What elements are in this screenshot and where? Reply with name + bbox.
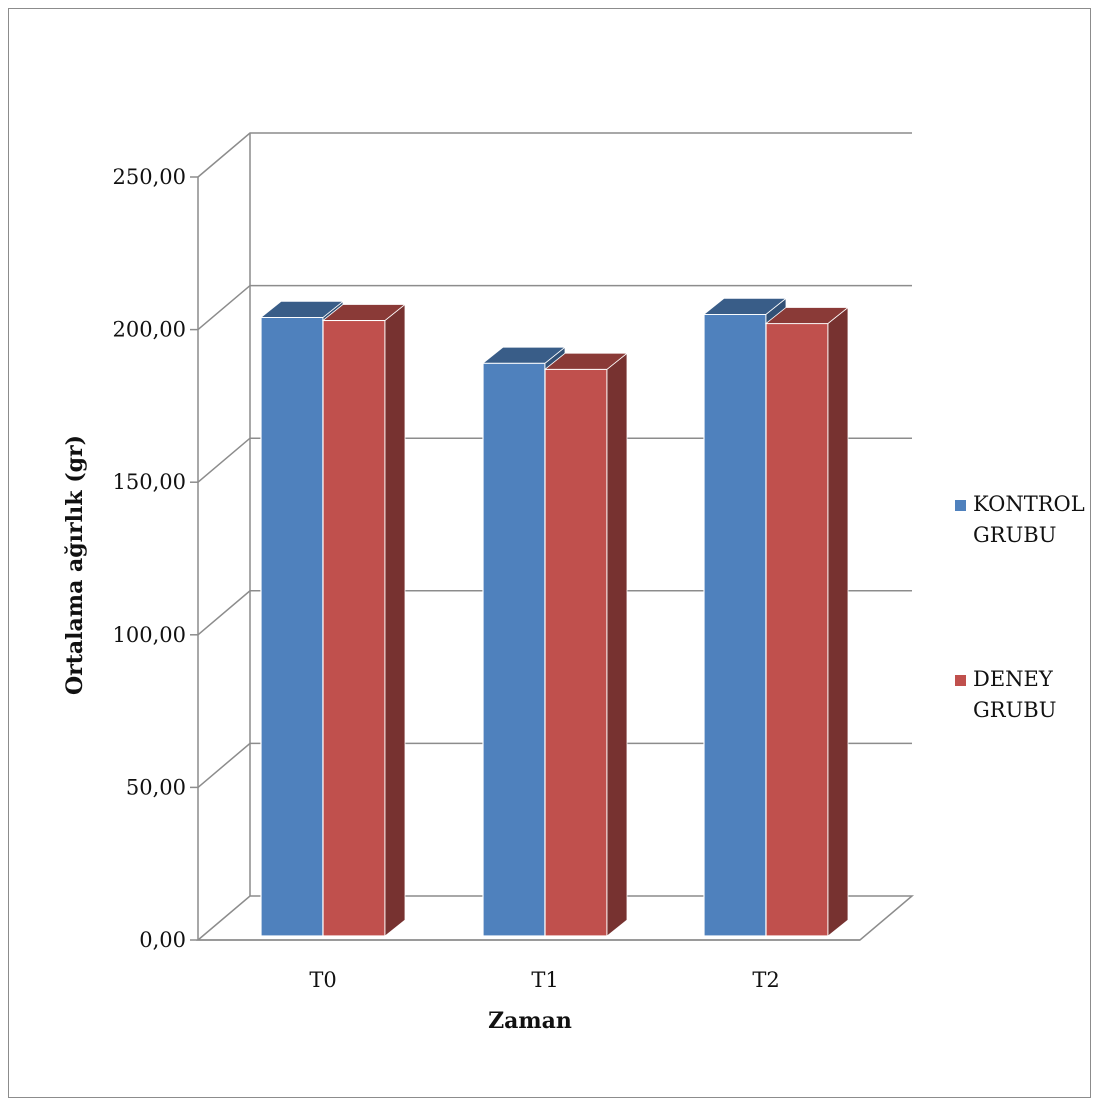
y-axis-ticks: 0,00 50,00 100,00 150,00 200,00 250,00: [113, 165, 198, 952]
bar-front: [704, 314, 766, 936]
gridline: [198, 133, 912, 177]
bars: [261, 298, 848, 936]
legend: KONTROL GRUBU DENEY GRUBU: [955, 492, 1085, 722]
bar-side: [385, 304, 405, 936]
bar-front: [261, 317, 323, 936]
bar: [766, 307, 848, 936]
bar-front: [545, 369, 607, 936]
bar: [545, 353, 627, 936]
legend-label: KONTROL: [973, 492, 1085, 516]
legend-label: GRUBU: [973, 698, 1056, 722]
legend-swatch: [955, 500, 966, 511]
x-tick-label: T2: [752, 968, 779, 992]
y-tick-label: 200,00: [113, 318, 186, 342]
legend-item: KONTROL GRUBU: [955, 492, 1085, 547]
y-axis-title: Ortalama ağırlık (gr): [62, 435, 88, 695]
bar-side: [607, 353, 627, 936]
bar-front: [483, 363, 545, 936]
legend-swatch: [955, 675, 966, 686]
bar: [323, 304, 405, 936]
bar-front: [323, 320, 385, 936]
legend-label: DENEY: [973, 667, 1054, 691]
bar-side: [828, 307, 848, 936]
y-tick-label: 250,00: [113, 165, 186, 189]
legend-item: DENEY GRUBU: [955, 667, 1056, 722]
y-tick-label: 150,00: [113, 470, 186, 494]
x-tick-label: T1: [531, 968, 558, 992]
y-tick-label: 50,00: [126, 775, 186, 799]
x-axis-ticks: T0 T1 T2: [309, 968, 779, 992]
x-axis-title: Zaman: [488, 1008, 572, 1034]
y-tick-label: 0,00: [139, 928, 186, 952]
bar-front: [766, 323, 828, 936]
legend-label: GRUBU: [973, 523, 1056, 547]
y-tick-label: 100,00: [113, 623, 186, 647]
x-tick-label: T0: [309, 968, 336, 992]
